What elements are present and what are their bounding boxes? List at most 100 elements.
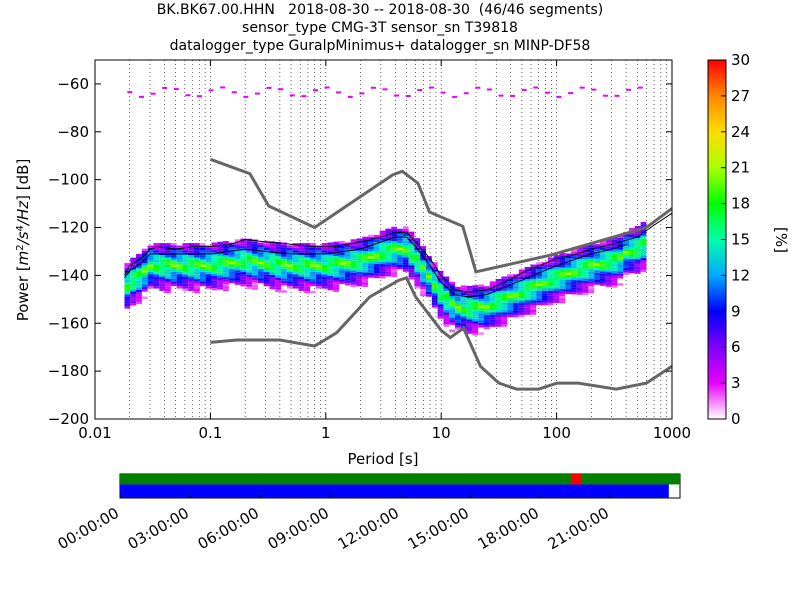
heatmap-cell — [466, 319, 473, 322]
heatmap-cell — [542, 266, 548, 270]
heatmap-cell — [188, 278, 195, 282]
noise-model-line — [209, 157, 673, 274]
heatmap-cell — [576, 292, 583, 295]
heatmap-cell — [605, 270, 612, 273]
colorbar-tick-label: 15 — [731, 231, 750, 249]
heatmap-cell — [536, 293, 543, 296]
heatmap-cell — [136, 289, 142, 293]
heatmap-cell — [275, 275, 282, 278]
heatmap-cell — [231, 91, 237, 94]
heatmap-cell — [443, 300, 450, 303]
heatmap-cell — [524, 274, 531, 277]
heatmap-cell — [455, 298, 461, 302]
heatmap-cell — [443, 321, 450, 325]
heatmap-cell — [339, 262, 345, 265]
heatmap-cell — [402, 226, 409, 229]
heatmap-cell — [136, 285, 142, 288]
heatmap-cell — [327, 247, 334, 250]
heatmap-cell — [246, 269, 253, 273]
heatmap-cell — [466, 312, 473, 315]
heatmap-cell — [301, 95, 307, 98]
heatmap-cell — [136, 301, 142, 305]
heatmap-cell — [298, 283, 305, 287]
heatmap-cell — [420, 257, 427, 261]
heatmap-cell — [217, 241, 224, 245]
heatmap-cell — [524, 290, 531, 294]
heatmap-cell — [321, 247, 328, 251]
heatmap-cell — [588, 274, 595, 277]
heatmap-cell — [565, 270, 572, 273]
heatmap-cell — [170, 264, 177, 268]
heatmap-cell — [344, 271, 351, 274]
heatmap-cell — [246, 250, 253, 254]
heatmap-cell — [437, 292, 444, 295]
heatmap-cell — [576, 266, 583, 269]
heatmap-cell — [327, 273, 334, 276]
heatmap-cell — [333, 253, 340, 257]
heatmap-cell — [170, 271, 177, 275]
heatmap-cell — [524, 283, 531, 287]
heatmap-cell — [385, 259, 392, 263]
heatmap-cell — [217, 268, 224, 271]
heatmap-cell — [182, 288, 189, 291]
heatmap-cell — [321, 259, 328, 263]
heatmap-cell — [489, 281, 496, 284]
heatmap-cell — [223, 267, 229, 270]
heatmap-cell — [524, 312, 531, 315]
heatmap-cell — [130, 264, 137, 268]
heatmap-cell — [321, 269, 328, 272]
heatmap-cell — [321, 250, 328, 253]
heatmap-cell — [373, 256, 380, 259]
heatmap-cell — [333, 272, 340, 276]
heatmap-cell — [205, 271, 212, 275]
heatmap-cell — [234, 246, 241, 249]
heatmap-cell — [472, 306, 479, 310]
heatmap-cell — [257, 244, 264, 248]
heatmap-cell — [553, 255, 560, 258]
heatmap-cell — [536, 274, 543, 277]
heatmap-cell — [640, 253, 647, 256]
heatmap-cell — [165, 278, 171, 282]
heatmap-cell — [472, 318, 479, 322]
heatmap-cell — [455, 308, 461, 311]
heatmap-cell — [397, 257, 403, 260]
heatmap-cell — [147, 281, 154, 284]
heatmap-cell — [437, 304, 444, 307]
heatmap-cell — [350, 275, 357, 278]
heatmap-cell — [263, 247, 270, 251]
heatmap-cell — [385, 274, 392, 277]
heatmap-cell — [495, 293, 502, 296]
heatmap-cell — [162, 86, 168, 89]
heatmap-cell — [130, 274, 137, 277]
heatmap-cell — [489, 305, 496, 308]
heatmap-cell — [559, 293, 566, 297]
heatmap-cell — [582, 273, 589, 277]
heatmap-cell — [536, 295, 543, 298]
heatmap-cell — [530, 288, 537, 291]
heatmap-cell — [420, 291, 427, 294]
heatmap-cell — [124, 306, 131, 309]
heatmap-cell — [489, 307, 496, 311]
heatmap-cell — [408, 269, 415, 273]
heatmap-cell — [420, 286, 427, 289]
timeline-data-bar — [120, 484, 669, 498]
heatmap-cell — [159, 264, 166, 268]
heatmap-cell — [530, 302, 537, 306]
heatmap-cell — [605, 255, 612, 259]
heatmap-cell — [397, 233, 403, 236]
heatmap-cell — [605, 277, 612, 280]
heatmap-cell — [472, 316, 479, 319]
heatmap-cell — [327, 285, 334, 288]
heatmap-cell — [426, 289, 432, 292]
heatmap-cell — [402, 250, 409, 253]
heatmap-cell — [408, 274, 415, 278]
heatmap-cell — [304, 271, 311, 275]
heatmap-cell — [130, 286, 137, 289]
heatmap-cell — [252, 246, 258, 250]
heatmap-cell — [373, 239, 380, 243]
heatmap-cell — [321, 286, 328, 289]
heatmap-cell — [127, 91, 133, 94]
heatmap-cell — [489, 302, 496, 306]
heatmap-cell — [333, 260, 340, 264]
heatmap-cell — [611, 285, 618, 288]
